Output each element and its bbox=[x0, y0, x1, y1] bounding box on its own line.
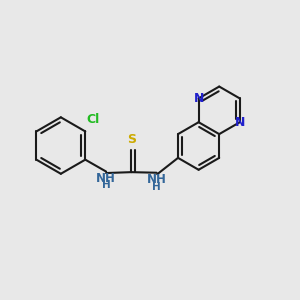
Text: N: N bbox=[194, 92, 204, 105]
Text: H: H bbox=[152, 182, 161, 192]
Text: NH: NH bbox=[96, 172, 116, 184]
Text: NH: NH bbox=[147, 173, 166, 186]
Text: Cl: Cl bbox=[87, 113, 100, 126]
Text: S: S bbox=[127, 133, 136, 146]
Text: H: H bbox=[102, 181, 110, 190]
Text: N: N bbox=[235, 116, 245, 129]
